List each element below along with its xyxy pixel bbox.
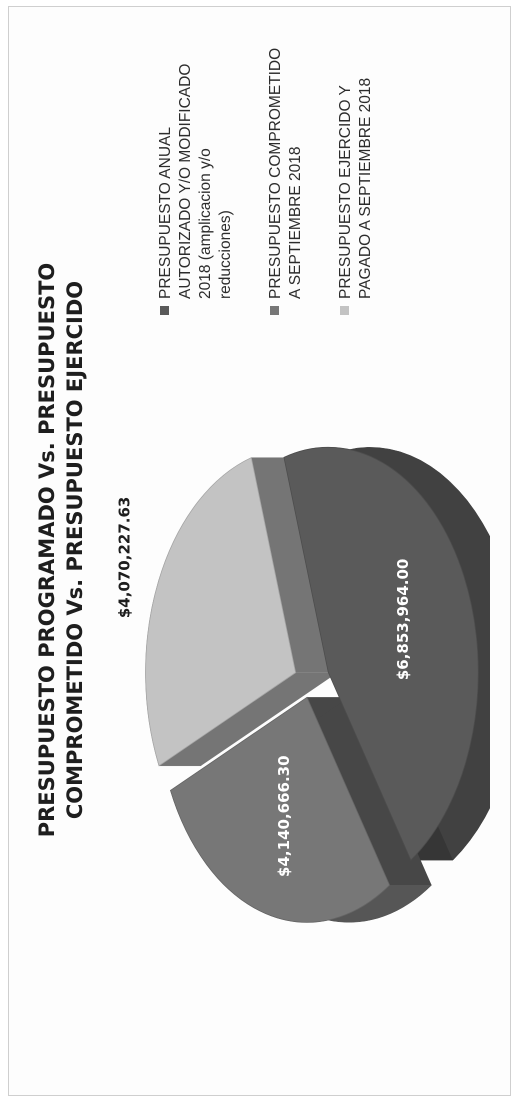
pie-slice-0	[283, 446, 479, 861]
chart-title: PRESUPUESTO PROGRAMADO Vs. PRESUPUESTO C…	[35, 263, 87, 838]
slice-edge-2-0	[159, 672, 338, 766]
chart-title-line-1: PRESUPUESTO PROGRAMADO Vs. PRESUPUESTO	[35, 263, 59, 838]
legend-entry-1: PRESUPUESTO COMPROMETIDO A SEPTIEMBRE 201…	[267, 48, 304, 315]
legend-label-1-0: PRESUPUESTO COMPROMETIDO	[267, 48, 284, 299]
rotated-chart: PRESUPUESTO PROGRAMADO Vs. PRESUPUESTO C…	[20, 25, 490, 1075]
legend-label-0-1: AUTORIZADO Y/O MODIFICADO	[177, 64, 194, 299]
pie-chart: PRESUPUESTO PROGRAMADO Vs. PRESUPUESTO C…	[35, 48, 490, 923]
legend-swatch-1	[270, 306, 279, 315]
legend-swatch-0	[160, 306, 169, 315]
slice-edge-2-1	[251, 457, 338, 673]
slice-edge-1-0	[307, 697, 432, 886]
data-label-0: $6,853,964.00	[394, 559, 412, 680]
legend-label-0-3: reducciones)	[217, 210, 234, 299]
data-labels: $6,853,964.00 $4,140,666.30 $4,070,227.63	[116, 497, 412, 877]
data-label-1: $4,140,666.30	[275, 755, 293, 876]
legend: PRESUPUESTO ANUAL AUTORIZADO Y/O MODIFICA…	[157, 48, 374, 315]
legend-label-1-1: A SEPTIEMBRE 2018	[287, 147, 304, 300]
chart-title-line-2: COMPROMETIDO Vs. PRESUPUESTO EJERCIDO	[63, 281, 87, 819]
legend-label-0-2: 2018 (amplicacion y/o	[197, 148, 214, 299]
pie-slice-2	[145, 457, 297, 767]
legend-entry-0: PRESUPUESTO ANUAL AUTORIZADO Y/O MODIFICA…	[157, 64, 234, 315]
legend-swatch-2	[340, 306, 349, 315]
legend-label-0-0: PRESUPUESTO ANUAL	[157, 127, 174, 299]
data-label-2: $4,070,227.63	[116, 497, 134, 618]
legend-label-2-1: PAGADO A SEPTIEMBRE 2018	[357, 78, 374, 299]
pie-group	[145, 446, 490, 923]
legend-entry-2: PRESUPUESTO EJERCIDO Y PAGADO A SEPTIEMBR…	[337, 78, 374, 315]
legend-label-2-0: PRESUPUESTO EJERCIDO Y	[337, 85, 354, 299]
pie-slice-1	[170, 696, 391, 923]
